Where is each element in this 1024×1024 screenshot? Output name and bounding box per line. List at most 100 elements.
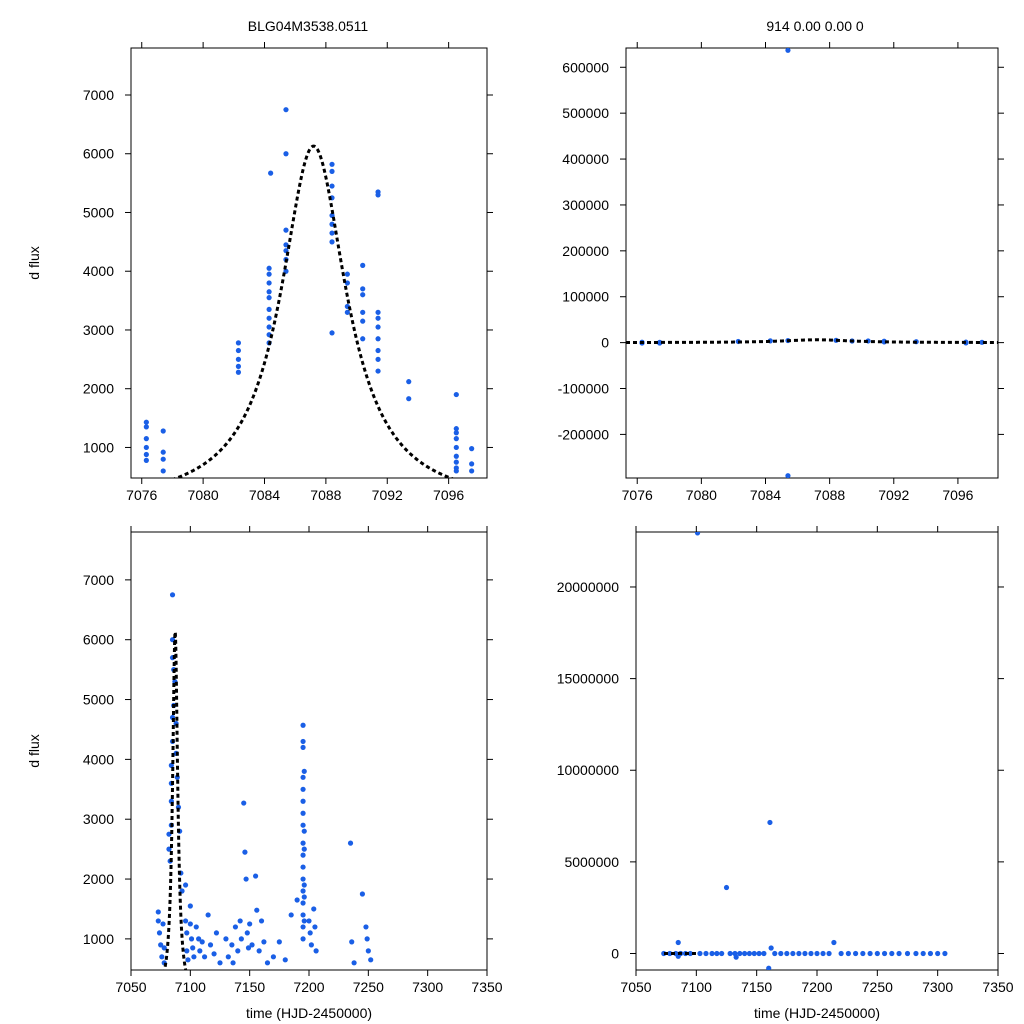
y-tick-label: -100000 [558,381,610,397]
y-tick-label: 400000 [562,151,609,167]
x-tick-label: 7088 [310,487,341,503]
y-tick-label: 2000 [83,871,114,887]
data-point [266,324,272,330]
y-tick-label: 10000000 [557,762,620,778]
data-point [845,950,851,957]
data-point [311,906,317,912]
data-point [360,286,366,292]
data-point [709,950,715,957]
data-point [300,738,306,745]
data-point [168,762,174,768]
data-point [853,950,859,957]
data-point [143,444,149,451]
data-point [301,882,307,888]
data-point [191,954,197,960]
data-point [196,936,202,942]
data-point [329,161,335,167]
data-point [307,930,313,936]
y-tick-label: 1000 [83,931,114,947]
data-point [727,950,733,957]
data-point [785,473,791,478]
data-point [160,456,166,462]
data-point [253,873,259,879]
panel-top-right: 7076 7080 7084 7088 7092 7096 -200000 -100000 0 1… [558,42,1004,503]
data-point [344,309,350,315]
data-point [375,324,381,330]
data-point [185,957,191,963]
data-point [230,960,236,966]
data-point [283,268,289,274]
data-point [904,950,911,957]
data-point [349,939,355,945]
data-point [300,936,306,942]
data-point [360,318,366,324]
data-point [312,924,318,930]
y-tick-label: 2000 [83,381,114,397]
x-tick-label: 7350 [471,979,502,995]
data-point [375,192,381,198]
x-tick-label: 7076 [622,487,653,503]
data-point [675,939,681,946]
data-point [920,950,926,957]
data-point [160,921,166,927]
data-point [300,774,306,780]
data-point [187,921,193,927]
y-tick-label: 1000 [83,439,114,455]
data-point [329,239,335,245]
data-point [814,950,820,957]
data-point [375,336,381,342]
x-tick-label: 7250 [862,979,893,995]
data-point [723,884,730,891]
plot-area [155,592,374,970]
data-point [266,315,272,321]
data-point [785,48,791,53]
data-point [249,942,255,948]
data-point [790,950,796,957]
data-point [300,786,306,792]
title-left: BLG04M3538.0511 [248,18,369,34]
data-point [329,330,335,336]
data-point [143,436,149,442]
x-tick-label: 7350 [982,979,1013,995]
data-point [300,744,306,751]
data-point [184,930,190,936]
data-point [942,950,948,957]
x-tick-label: 7080 [188,487,219,503]
data-point [241,800,247,806]
data-point [235,948,241,954]
y-axis-label: d flux [26,246,42,279]
data-point [169,592,176,598]
plot-area [626,48,998,478]
y-tick-label: 4000 [83,263,114,279]
x-tick-label: 7050 [115,979,146,995]
data-point [300,722,306,728]
y-tick-label: 3000 [83,322,114,338]
data-point [301,918,307,924]
y-tick-label: 500000 [562,105,609,121]
data-point [300,822,306,828]
x-tick-label: 7150 [234,979,265,995]
plot-frame [130,531,488,971]
x-tick-label: 7050 [620,979,651,995]
y-tick-label: 5000 [83,692,114,708]
data-point [347,840,354,846]
x-axis-label: time (HJD-2450000) [246,1005,372,1021]
y-tick-label: 7000 [83,87,114,103]
x-tick-label: 7092 [878,487,909,503]
data-point [143,424,149,430]
data-point [694,532,701,536]
data-point [247,921,253,927]
data-point [184,948,190,954]
data-point [254,907,260,913]
data-point [881,950,888,957]
data-point [733,954,739,960]
data-point [143,419,149,425]
data-point [375,347,381,354]
data-point [156,930,163,936]
data-point [913,950,919,957]
data-point [767,819,773,826]
data-point [703,950,709,957]
data-point [365,948,371,954]
data-point [301,894,307,900]
data-point [860,950,866,957]
